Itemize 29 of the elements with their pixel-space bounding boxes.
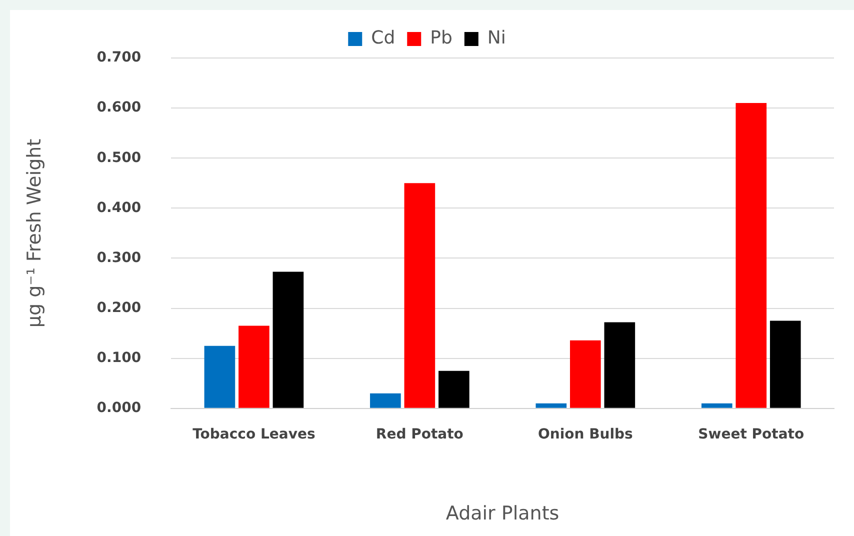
y-tick-label: 0.500 [96, 150, 142, 166]
legend-label: Pb [430, 28, 452, 49]
bar [438, 370, 470, 408]
x-axis-title: Adair Plants [446, 502, 560, 525]
legend-label: Ni [487, 28, 506, 49]
bar [736, 103, 767, 408]
bar [701, 403, 732, 408]
bar [404, 183, 436, 408]
bar [204, 346, 236, 408]
x-tick-label: Tobacco Leaves [192, 426, 316, 442]
bar [770, 320, 801, 408]
legend-label: Cd [371, 28, 396, 49]
y-tick-label: 0.600 [96, 100, 142, 116]
y-tick-label: 0.700 [96, 50, 142, 66]
x-tick-label: Sweet Potato [698, 426, 804, 442]
y-axis-title: µg g⁻¹ Fresh Weight [23, 138, 46, 328]
bar [370, 393, 401, 408]
x-tick-label: Onion Bulbs [538, 426, 633, 442]
y-tick-label: 0.300 [96, 250, 142, 266]
y-tick-label: 0.100 [96, 350, 142, 366]
bar [570, 340, 601, 408]
bar [604, 322, 636, 408]
bar [272, 272, 304, 408]
y-tick-label: 0.200 [96, 300, 142, 316]
bar [238, 326, 270, 408]
y-tick-label: 0.400 [96, 200, 142, 216]
bar [536, 403, 567, 408]
y-tick-label: 0.000 [96, 400, 142, 416]
x-tick-label: Red Potato [376, 426, 464, 442]
